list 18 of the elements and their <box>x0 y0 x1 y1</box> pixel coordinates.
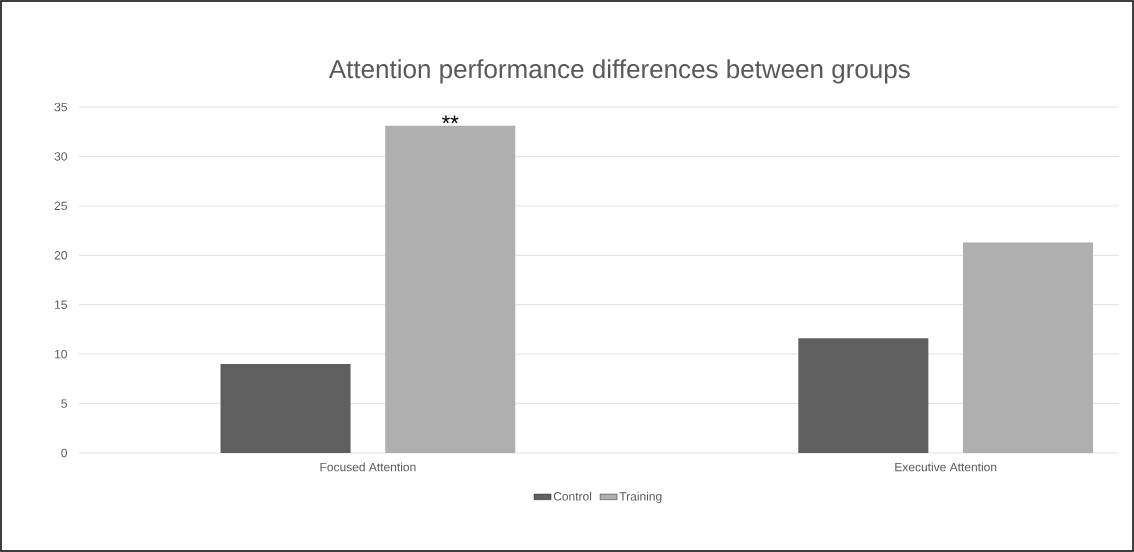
legend-label: Control <box>553 491 592 501</box>
y-tick-label: 10 <box>55 349 68 359</box>
bar <box>798 338 929 453</box>
bar <box>962 242 1094 453</box>
legend-label: Training <box>619 491 662 503</box>
y-tick-label: 20 <box>54 251 68 260</box>
x-tick-label: Executive Attention <box>895 462 997 472</box>
y-tick-label: 5 <box>61 399 67 408</box>
annotation: ** <box>442 115 459 124</box>
y-tick-label: 25 <box>54 201 67 211</box>
bar <box>220 364 351 453</box>
y-tick-label: 35 <box>54 102 67 112</box>
y-tick-label: 30 <box>54 152 68 161</box>
y-tick-label: 15 <box>55 300 67 309</box>
y-tick-label: 0 <box>61 448 68 458</box>
chart-title: Attention performance differences between groups <box>328 59 910 84</box>
x-tick-label: Focused Attention <box>320 462 416 472</box>
bar <box>385 125 516 453</box>
